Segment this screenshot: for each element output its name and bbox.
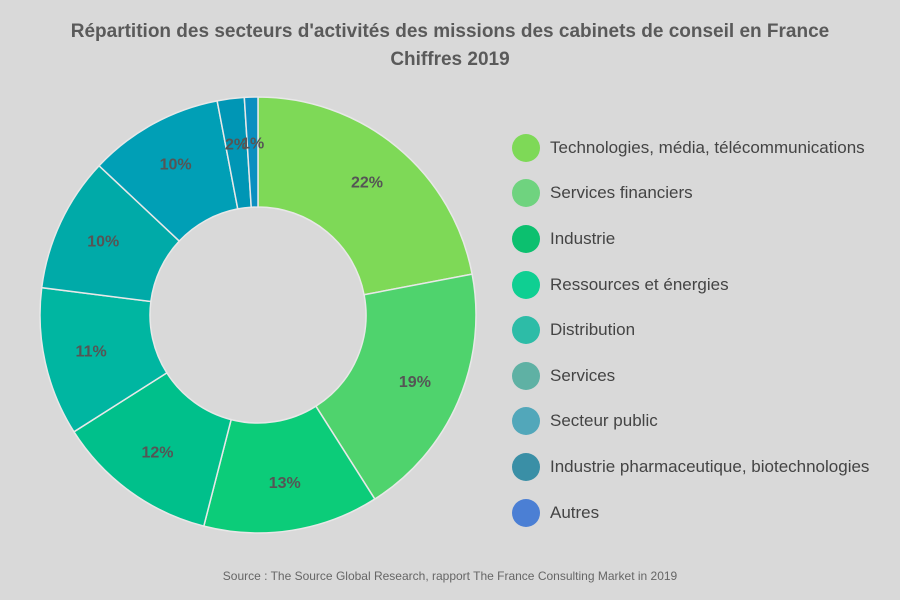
legend: Technologies, média, télécommunications … [512, 125, 897, 535]
slice-label: 22% [351, 174, 383, 191]
donut-slice [243, 96, 259, 209]
legend-swatch [512, 224, 540, 253]
legend-label: Services [550, 365, 616, 385]
legend-item: Services financiers [512, 171, 897, 217]
legend-swatch [512, 452, 540, 481]
legend-swatch [512, 270, 540, 299]
legend-swatch [512, 179, 540, 208]
donut-slice [314, 273, 477, 501]
legend-label: Autres [550, 502, 600, 522]
legend-label: Ressources et énergies [550, 274, 729, 294]
legend-item: Services [512, 353, 897, 399]
legend-swatch [512, 407, 540, 436]
donut-slice [257, 96, 474, 296]
legend-label: Secteur public [550, 411, 658, 431]
slice-label: 10% [160, 156, 192, 173]
legend-swatch [512, 498, 540, 527]
legend-swatch [512, 133, 540, 162]
chart-title-line: Répartition des secteurs d'activités des… [70, 21, 830, 42]
slice-label: 13% [269, 475, 301, 492]
legend-item: Ressources et énergies [512, 262, 897, 308]
legend-item: Distribution [512, 307, 897, 353]
slice-label: 11% [76, 344, 107, 361]
legend-item: Autres [512, 490, 897, 536]
legend-label: Technologies, média, télécommunications [550, 137, 865, 157]
chart-title: Répartition des secteurs d'activités des… [0, 18, 900, 74]
slice-label: 12% [141, 445, 173, 462]
legend-label: Industrie pharmaceutique, biotechnologie… [550, 456, 870, 476]
legend-swatch [512, 361, 540, 390]
legend-label: Industrie [550, 228, 616, 248]
chart-subtitle: Chiffres 2019 [390, 49, 510, 70]
legend-label: Distribution [550, 320, 636, 340]
slice-label: 2% [225, 137, 248, 154]
legend-item: Technologies, média, télécommunications [512, 125, 897, 171]
legend-item: Secteur public [512, 399, 897, 445]
slice-label: 1% [241, 135, 264, 152]
legend-item: Industrie [512, 216, 897, 262]
slice-label: 19% [399, 374, 431, 391]
legend-item: Industrie pharmaceutique, biotechnologie… [512, 444, 897, 490]
legend-label: Services financiers [550, 183, 693, 203]
legend-swatch [512, 316, 540, 345]
slice-label: 10% [87, 233, 119, 250]
source-note: Source : The Source Global Research, rap… [222, 569, 678, 583]
